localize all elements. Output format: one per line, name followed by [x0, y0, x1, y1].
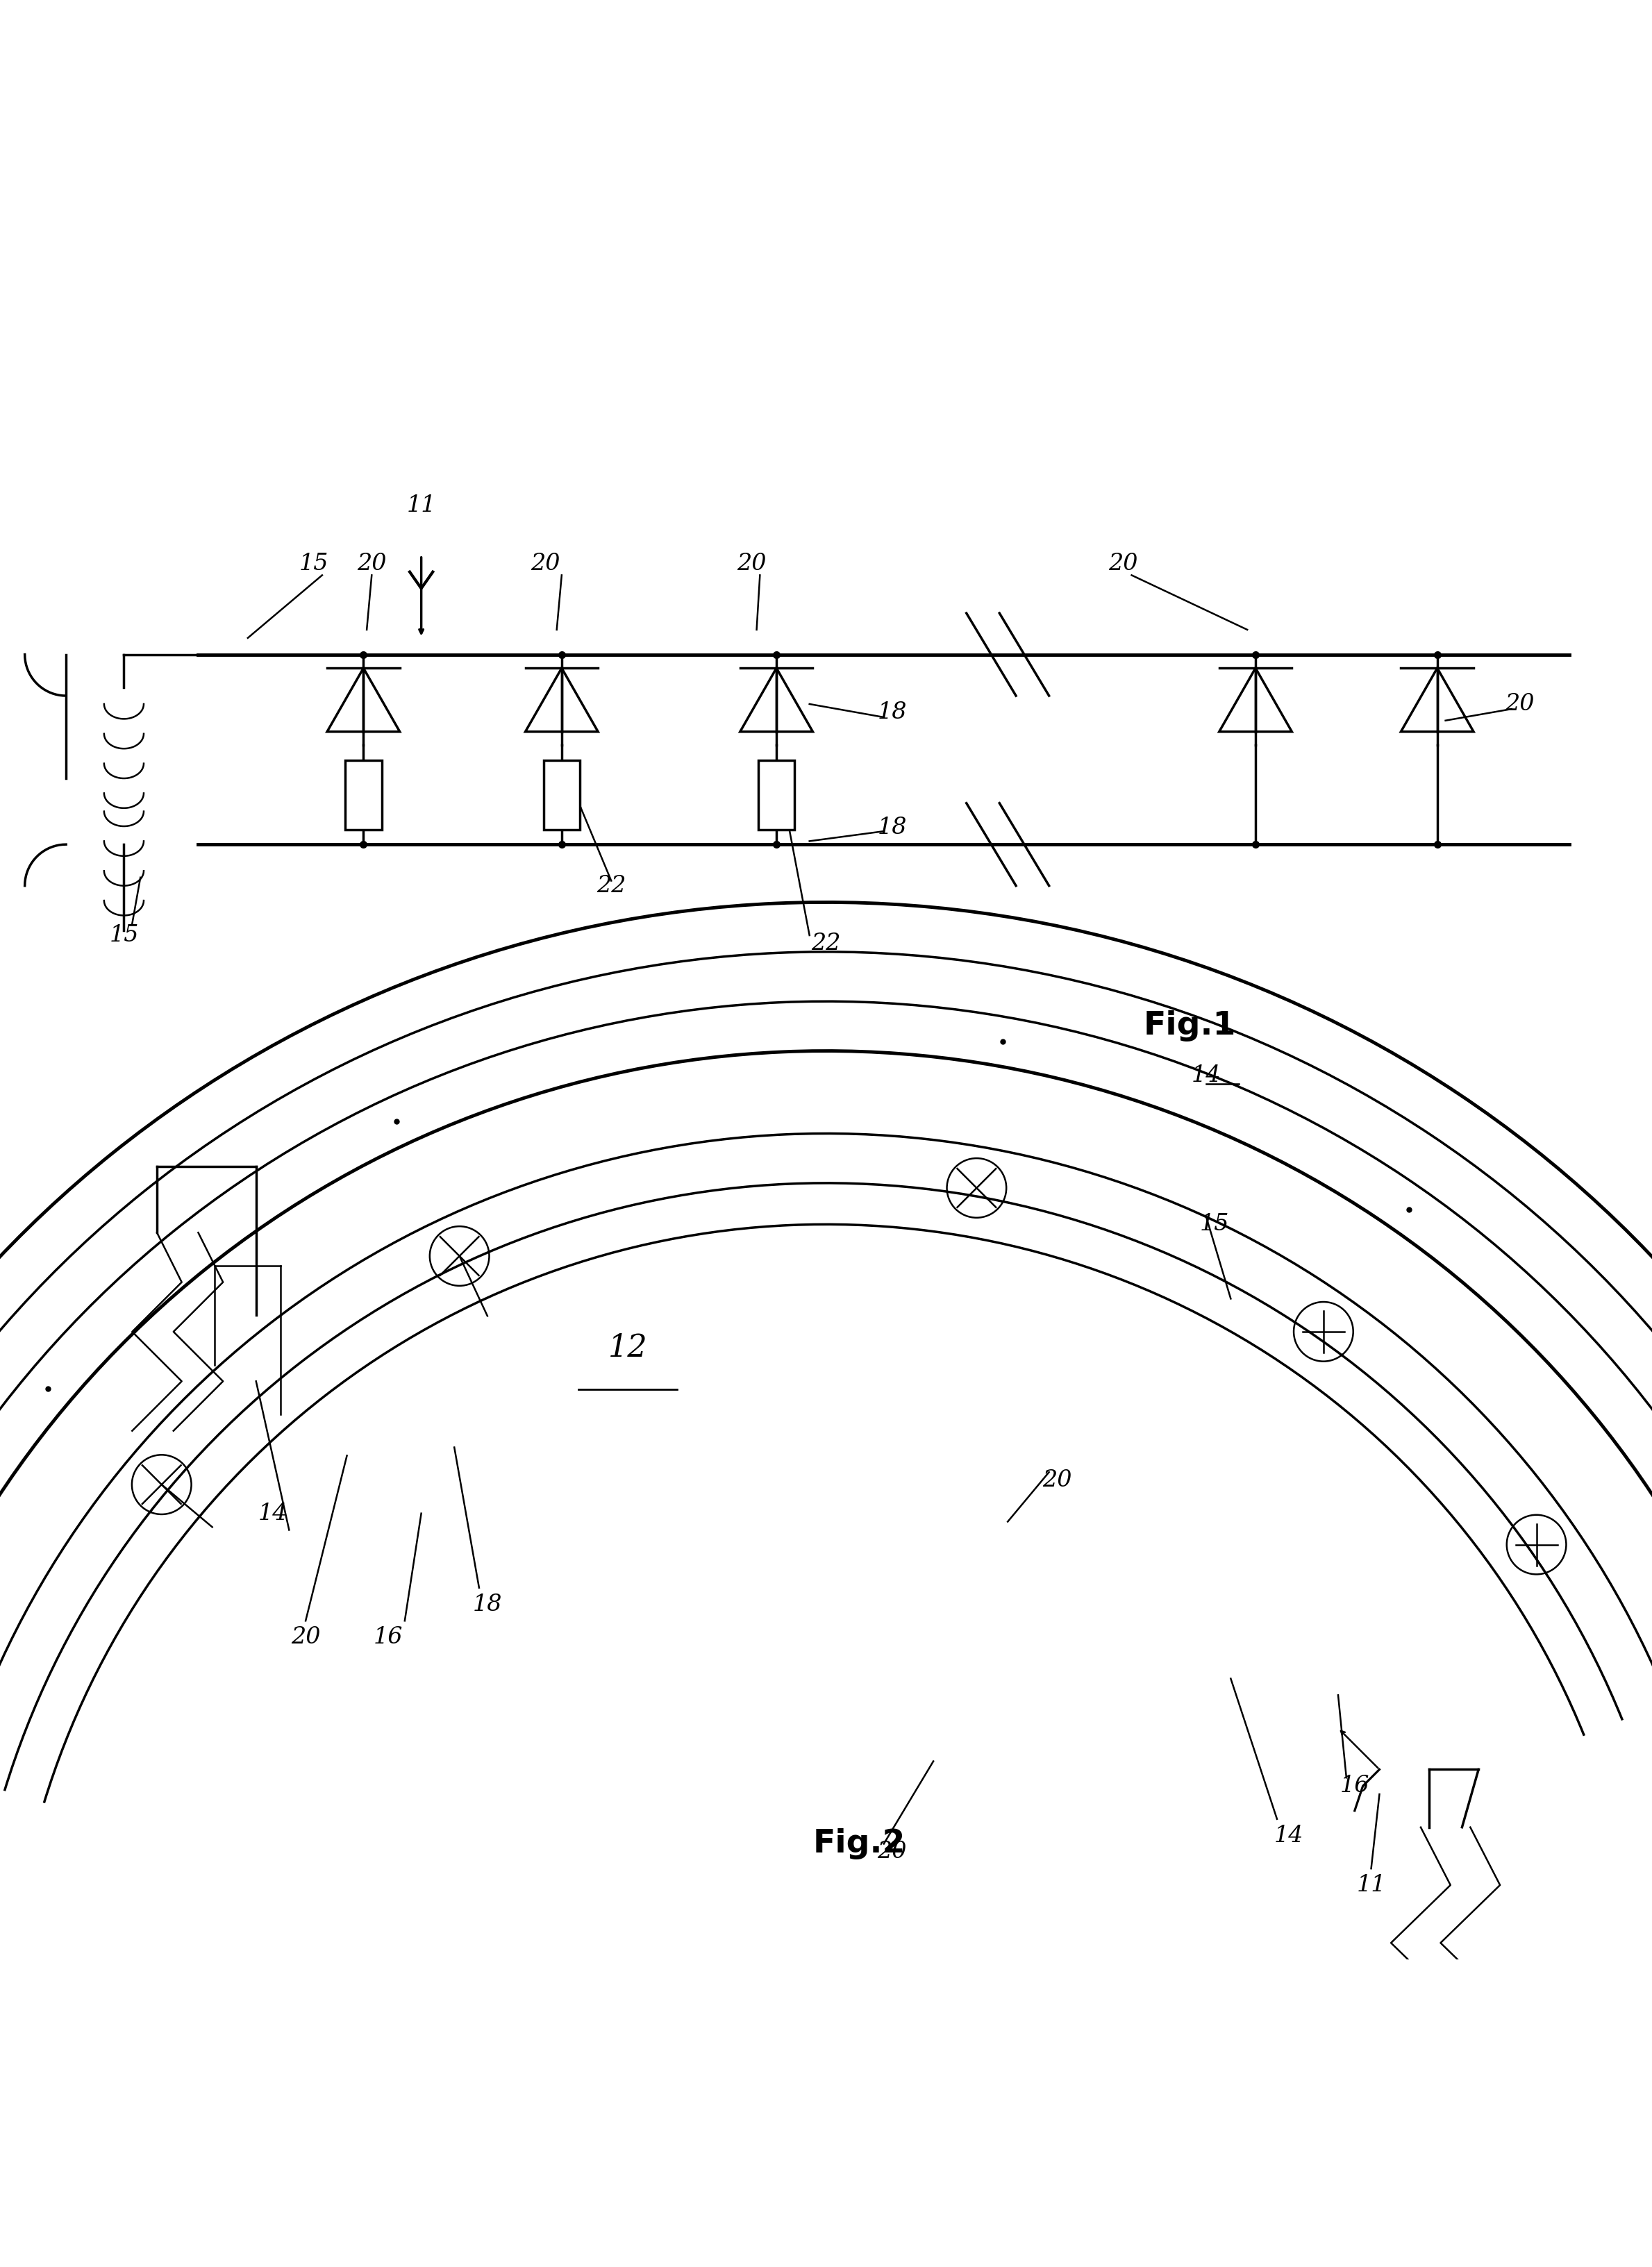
Text: 20: 20 — [357, 553, 387, 576]
Text: 20: 20 — [1505, 694, 1535, 714]
Text: 12: 12 — [608, 1333, 648, 1362]
Text: 18: 18 — [877, 816, 907, 839]
Text: 14: 14 — [1191, 1065, 1221, 1086]
Text: 11: 11 — [406, 494, 436, 517]
Text: 20: 20 — [1042, 1469, 1072, 1492]
Bar — [544, 759, 580, 830]
Bar — [758, 759, 795, 830]
Text: 18: 18 — [877, 701, 907, 723]
Text: 20: 20 — [1108, 553, 1138, 576]
Text: 20: 20 — [530, 553, 560, 576]
Text: Fig.1: Fig.1 — [1143, 1011, 1236, 1043]
Text: 15: 15 — [109, 925, 139, 945]
Text: 15: 15 — [299, 553, 329, 576]
Text: 14: 14 — [1274, 1825, 1303, 1848]
Text: 16: 16 — [1340, 1775, 1370, 1798]
Bar — [345, 759, 382, 830]
Text: 14: 14 — [258, 1503, 287, 1523]
Text: 22: 22 — [811, 932, 841, 954]
Text: 11: 11 — [1356, 1875, 1386, 1895]
Text: 22: 22 — [596, 875, 626, 898]
Text: 18: 18 — [472, 1594, 502, 1616]
Text: Fig.2: Fig.2 — [813, 1827, 905, 1859]
Text: 20: 20 — [737, 553, 767, 576]
Text: 16: 16 — [373, 1625, 403, 1648]
Text: 15: 15 — [1199, 1213, 1229, 1236]
Text: 20: 20 — [877, 1841, 907, 1863]
Text: 20: 20 — [291, 1625, 320, 1648]
